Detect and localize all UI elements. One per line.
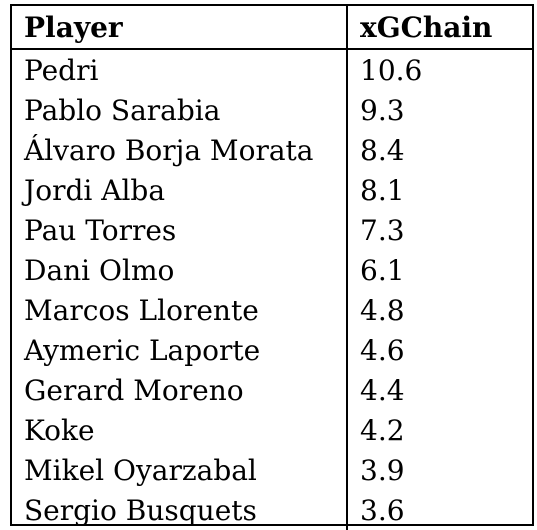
xgchain-value-cell: 4.2 [360, 413, 405, 447]
table-row: Mikel Oyarzabal 3.9 [12, 450, 532, 490]
table-row: Koke 4.2 [12, 410, 532, 450]
player-name-cell: Sergio Busquets [12, 490, 348, 530]
table-grid: Player xGChain Pedri 10.6 Pablo Sarabia … [12, 6, 532, 530]
xgchain-value-cell: 4.8 [360, 293, 405, 327]
player-name-cell: Marcos Llorente [12, 290, 348, 330]
table-row: Aymeric Laporte 4.6 [12, 330, 532, 370]
player-name-cell: Koke [12, 410, 348, 450]
player-name-cell: Dani Olmo [12, 250, 348, 290]
player-xgchain-table: Player xGChain Pedri 10.6 Pablo Sarabia … [10, 4, 534, 530]
xgchain-value-cell: 7.3 [360, 213, 405, 247]
table-row: Marcos Llorente 4.8 [12, 290, 532, 330]
player-name-cell: Pau Torres [12, 210, 348, 250]
table-row: Pedri 10.6 [12, 49, 532, 90]
xgchain-value-cell: 3.9 [360, 453, 405, 487]
table-row: Álvaro Borja Morata 8.4 [12, 130, 532, 170]
player-name-cell: Jordi Alba [12, 170, 348, 210]
xgchain-value-cell: 6.1 [360, 253, 405, 287]
xgchain-value-cell: 8.4 [360, 133, 405, 167]
player-name-cell: Aymeric Laporte [12, 330, 348, 370]
player-name-cell: Gerard Moreno [12, 370, 348, 410]
xgchain-value-cell: 8.1 [360, 173, 405, 207]
table-header-row: Player xGChain [12, 6, 532, 50]
column-header-player: Player [12, 6, 348, 50]
player-name-cell: Pablo Sarabia [12, 90, 348, 130]
table-row: Pau Torres 7.3 [12, 210, 532, 250]
xgchain-value-cell: 9.3 [360, 93, 405, 127]
xgchain-value-cell: 4.6 [360, 333, 405, 367]
table-row: Gerard Moreno 4.4 [12, 370, 532, 410]
table-row: Jordi Alba 8.1 [12, 170, 532, 210]
player-name-cell: Mikel Oyarzabal [12, 450, 348, 490]
table-row: Dani Olmo 6.1 [12, 250, 532, 290]
column-header-xgchain: xGChain [347, 6, 532, 50]
player-name-cell: Pedri [12, 49, 348, 90]
xgchain-value-cell: 4.4 [360, 373, 405, 407]
player-name-cell: Álvaro Borja Morata [12, 130, 348, 170]
table-row: Pablo Sarabia 9.3 [12, 90, 532, 130]
table-row: Sergio Busquets 3.6 [12, 490, 532, 530]
xgchain-value-cell: 3.6 [360, 493, 405, 527]
xgchain-value-cell: 10.6 [360, 53, 423, 87]
